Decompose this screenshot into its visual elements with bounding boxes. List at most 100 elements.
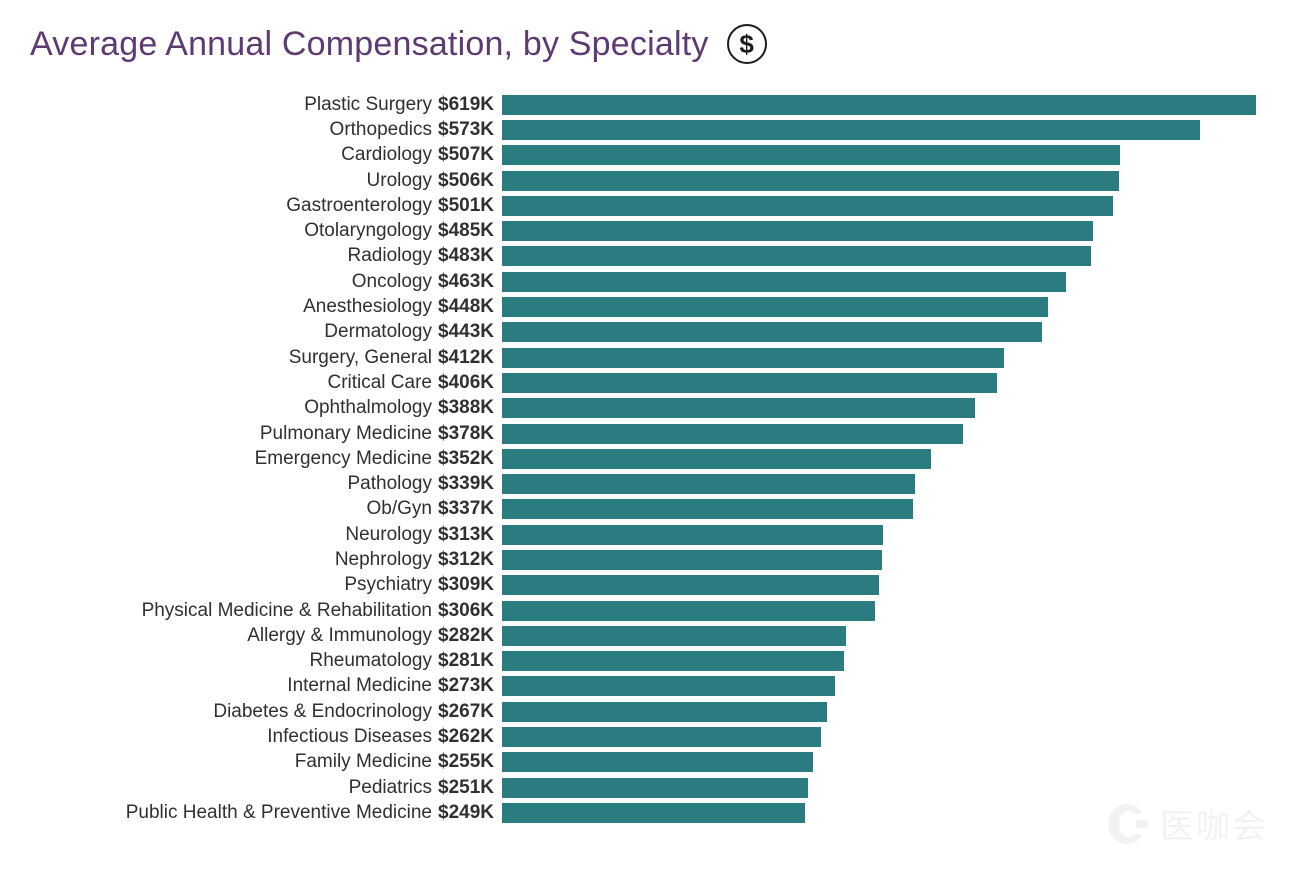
bar (502, 676, 835, 696)
chart-row: Ob/Gyn $337K (30, 497, 1260, 522)
value-label: $249K (438, 802, 494, 824)
bar-track (502, 244, 1260, 269)
chart-row-label: Oncology$463K (30, 271, 502, 293)
specialty-label: Rheumatology (309, 650, 432, 672)
value-label: $267K (438, 701, 494, 723)
bar-track (502, 775, 1260, 800)
chart-row-label: Physical Medicine & Rehabilitation$306K (30, 600, 502, 622)
chart-row-label: Public Health & Preventive Medicine $249K (30, 802, 502, 824)
value-label: $483K (438, 245, 494, 267)
bar-track (502, 674, 1260, 699)
title-row: Average Annual Compensation, by Specialt… (30, 24, 1260, 64)
specialty-label: Oncology (352, 271, 432, 293)
value-label: $506K (438, 170, 494, 192)
value-label: $412K (438, 347, 494, 369)
chart-row-label: Rheumatology $281K (30, 650, 502, 672)
chart-row-label: Emergency Medicine$352K (30, 448, 502, 470)
value-label: $337K (438, 498, 494, 520)
page: Average Annual Compensation, by Specialt… (0, 0, 1290, 878)
bar (502, 145, 1120, 165)
bar-track (502, 699, 1260, 724)
specialty-label: Pathology (347, 473, 432, 495)
bar-track (502, 750, 1260, 775)
specialty-label: Otolaryngology (304, 220, 432, 242)
chart-row-label: Gastroenterology$501K (30, 195, 502, 217)
bar (502, 297, 1048, 317)
bar (502, 449, 931, 469)
bar-track (502, 522, 1260, 547)
bar (502, 246, 1091, 266)
chart-row: Pulmonary Medicine$378K (30, 421, 1260, 446)
bar-track (502, 724, 1260, 749)
value-label: $309K (438, 574, 494, 596)
bar-track (502, 649, 1260, 674)
chart-row: Psychiatry$309K (30, 573, 1260, 598)
chart-row-label: Orthopedics$573K (30, 119, 502, 141)
bar (502, 322, 1042, 342)
bar-track (502, 396, 1260, 421)
chart-row: Gastroenterology$501K (30, 193, 1260, 218)
chart-row-label: Ophthalmology $388K (30, 397, 502, 419)
value-label: $507K (438, 144, 494, 166)
chart-row: Diabetes & Endocrinology $267K (30, 699, 1260, 724)
value-label: $501K (438, 195, 494, 217)
chart-row-label: Dermatology$443K (30, 321, 502, 343)
chart-row-label: Plastic Surgery$619K (30, 94, 502, 116)
bar (502, 424, 963, 444)
specialty-label: Infectious Diseases (267, 726, 432, 748)
chart-row-label: Critical Care $406K (30, 372, 502, 394)
value-label: $306K (438, 600, 494, 622)
chart-row: Allergy & Immunology $282K (30, 623, 1260, 648)
bar (502, 221, 1093, 241)
bar (502, 601, 875, 621)
specialty-label: Allergy & Immunology (247, 625, 432, 647)
value-label: $282K (438, 625, 494, 647)
compensation-bar-chart: Plastic Surgery$619K Orthopedics$573K Card… (30, 92, 1260, 826)
chart-row: Orthopedics$573K (30, 117, 1260, 142)
bar-track (502, 294, 1260, 319)
value-label: $281K (438, 650, 494, 672)
specialty-label: Critical Care (327, 372, 432, 394)
chart-row-label: Cardiology$507K (30, 144, 502, 166)
chart-row: Internal Medicine $273K (30, 674, 1260, 699)
chart-row: Ophthalmology $388K (30, 396, 1260, 421)
specialty-label: Nephrology (335, 549, 432, 571)
bar-track (502, 446, 1260, 471)
bar (502, 525, 883, 545)
bar (502, 727, 821, 747)
specialty-label: Plastic Surgery (304, 94, 432, 116)
value-label: $352K (438, 448, 494, 470)
value-label: $251K (438, 777, 494, 799)
specialty-label: Internal Medicine (287, 675, 432, 697)
value-label: $262K (438, 726, 494, 748)
chart-row: Critical Care $406K (30, 370, 1260, 395)
bar-track (502, 269, 1260, 294)
chart-row-label: Allergy & Immunology $282K (30, 625, 502, 647)
bar-track (502, 345, 1260, 370)
bar (502, 550, 882, 570)
value-label: $273K (438, 675, 494, 697)
chart-row: Anesthesiology$448K (30, 294, 1260, 319)
bar (502, 651, 844, 671)
chart-title: Average Annual Compensation, by Specialt… (30, 25, 709, 64)
bar (502, 702, 827, 722)
value-label: $388K (438, 397, 494, 419)
specialty-label: Public Health & Preventive Medicine (126, 802, 432, 824)
specialty-label: Orthopedics (330, 119, 432, 141)
specialty-label: Surgery, General (289, 347, 432, 369)
chart-row: Infectious Diseases $262K (30, 724, 1260, 749)
bar-track (502, 168, 1260, 193)
specialty-label: Ob/Gyn (367, 498, 432, 520)
value-label: $378K (438, 423, 494, 445)
bar (502, 398, 975, 418)
chart-row: Pediatrics$251K (30, 775, 1260, 800)
chart-row: Rheumatology $281K (30, 649, 1260, 674)
dollar-icon: $ (727, 24, 767, 64)
chart-row: Nephrology$312K (30, 547, 1260, 572)
specialty-label: Ophthalmology (304, 397, 432, 419)
bar (502, 272, 1066, 292)
chart-row-label: Family Medicine$255K (30, 751, 502, 773)
value-label: $406K (438, 372, 494, 394)
bar (502, 373, 997, 393)
specialty-label: Diabetes & Endocrinology (213, 701, 432, 723)
